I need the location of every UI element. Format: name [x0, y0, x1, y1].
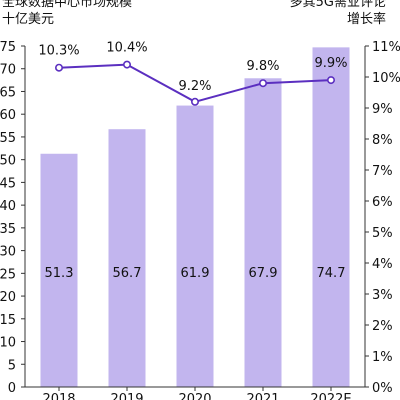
- left-title-line1: 全球数据中心市场规模: [2, 0, 133, 10]
- right-tick-label: 9%: [372, 102, 393, 117]
- growth-point-2020: [191, 97, 200, 106]
- growth-value-label: 10.4%: [106, 41, 147, 56]
- left-tick-label: 65: [0, 85, 16, 100]
- left-tick-label: 0: [8, 381, 16, 396]
- bar-value-label: 74.7: [317, 266, 346, 281]
- right-title-line2: 增长率: [346, 12, 386, 27]
- right-tick-label: 8%: [372, 133, 393, 148]
- left-tick-label: 35: [0, 222, 16, 237]
- left-tick-label: 50: [0, 154, 16, 169]
- bar-2022E: [312, 47, 350, 387]
- growth-point-2021: [258, 79, 267, 88]
- growth-value-label: 10.3%: [38, 44, 79, 59]
- bar-2020: [176, 105, 214, 387]
- left-tick-label: 20: [0, 290, 16, 305]
- growth-value-label: 9.8%: [246, 59, 279, 74]
- left-tick-label: 45: [0, 176, 16, 191]
- left-tick-label: 15: [0, 313, 16, 328]
- left-tick-label: 75: [0, 40, 16, 55]
- bar-2018: [40, 153, 78, 387]
- left-tick-label: 70: [0, 63, 16, 78]
- right-tick-label: 7%: [372, 164, 393, 179]
- x-tick-label: 2021: [246, 392, 279, 400]
- x-tick-label: 2020: [178, 392, 211, 400]
- left-tick-label: 55: [0, 131, 16, 146]
- right-tick-label: 3%: [372, 288, 393, 303]
- x-tick-label: 2022E: [310, 392, 351, 400]
- growth-point-2019: [123, 60, 132, 69]
- left-tick-label: 30: [0, 245, 16, 260]
- right-tick-label: 1%: [372, 350, 393, 365]
- right-tick-label: 2%: [372, 319, 393, 334]
- left-tick-label: 25: [0, 267, 16, 282]
- left-tick-label: 10: [0, 336, 16, 351]
- bar-2021: [244, 78, 282, 387]
- x-tick-label: 2018: [42, 392, 75, 400]
- right-tick-label: 10%: [372, 71, 400, 86]
- right-axis-title: 多其5G需业评论 增长率: [290, 0, 386, 28]
- growth-value-label: 9.9%: [314, 56, 347, 71]
- left-title-line2: 十亿美元: [2, 12, 55, 27]
- growth-point-2018: [54, 63, 63, 72]
- left-tick-label: 40: [0, 199, 16, 214]
- bar-value-label: 61.9: [181, 266, 210, 281]
- left-tick-label: 60: [0, 108, 16, 123]
- left-axis-title: 全球数据中心市场规模 十亿美元: [2, 0, 132, 28]
- left-tick-label: 5: [8, 358, 16, 373]
- growth-value-label: 9.2%: [178, 79, 211, 94]
- right-tick-label: 11%: [372, 40, 400, 55]
- bar-value-label: 51.3: [45, 266, 74, 281]
- right-title-line1: 多其5G需业评论: [289, 0, 386, 10]
- growth-point-2022E: [326, 76, 335, 85]
- right-tick-label: 5%: [372, 226, 393, 241]
- bar-value-label: 67.9: [249, 266, 278, 281]
- bar-2019: [108, 129, 146, 388]
- right-tick-label: 6%: [372, 195, 393, 210]
- right-tick-label: 4%: [372, 257, 393, 272]
- bar-value-label: 56.7: [113, 266, 142, 281]
- x-tick-label: 2019: [110, 392, 143, 400]
- right-tick-label: 0%: [372, 381, 393, 396]
